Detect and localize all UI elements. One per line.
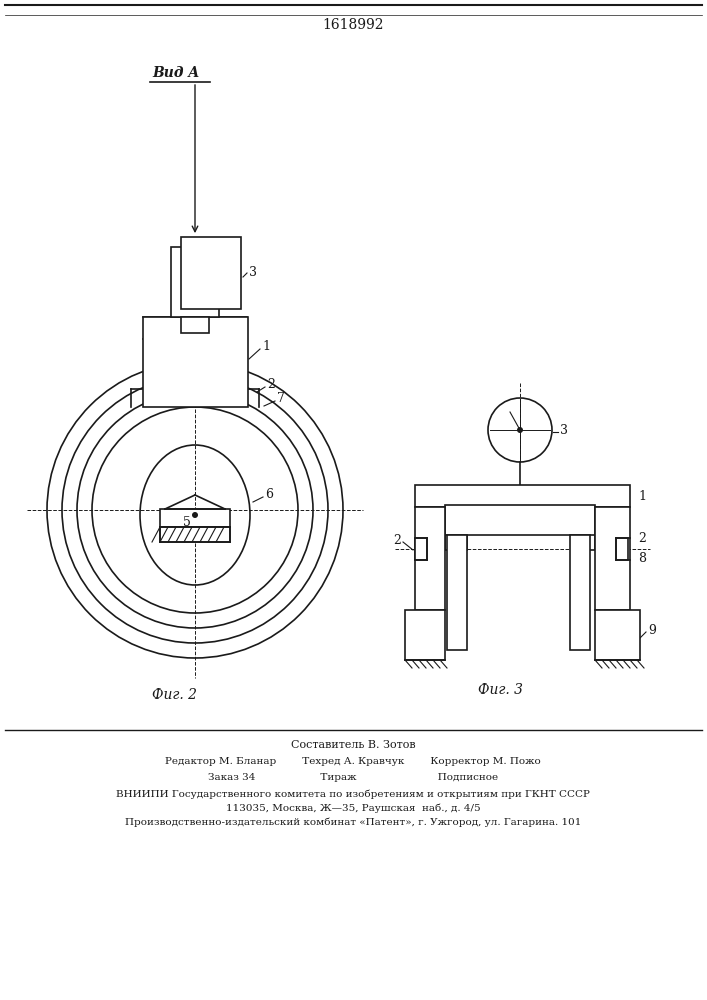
Bar (405, 610, 445, 660)
Bar (445, 507, 467, 550)
Text: 3: 3 (249, 266, 257, 279)
Bar (171, 247, 219, 317)
Text: Вид A: Вид A (152, 66, 199, 80)
Text: 1: 1 (262, 340, 270, 354)
Bar (616, 538, 628, 560)
Text: 3: 3 (560, 424, 568, 436)
Bar (143, 317, 248, 407)
Text: 7: 7 (277, 392, 285, 406)
Text: 1: 1 (638, 489, 646, 502)
Bar (595, 507, 630, 610)
Text: Фиг. 3: Фиг. 3 (477, 683, 522, 697)
Bar (415, 538, 427, 560)
Text: ВНИИПИ Государственного комитета по изобретениям и открытиям при ГКНТ СССР: ВНИИПИ Государственного комитета по изоб… (116, 789, 590, 799)
Text: Заказ 34                    Тираж                         Подписное: Заказ 34 Тираж Подписное (208, 774, 498, 782)
Text: 113035, Москва, Ж—35, Раушская  наб., д. 4/5: 113035, Москва, Ж—35, Раушская наб., д. … (226, 803, 480, 813)
Bar (415, 507, 445, 610)
Bar (160, 509, 230, 527)
Bar (447, 535, 467, 650)
Text: 6: 6 (265, 488, 273, 502)
Text: Составитель В. Зотов: Составитель В. Зотов (291, 740, 415, 750)
Text: Редактор М. Бланар        Техред А. Кравчук        Корректор М. Пожо: Редактор М. Бланар Техред А. Кравчук Кор… (165, 758, 541, 766)
Text: 1618992: 1618992 (322, 18, 384, 32)
Bar (181, 317, 209, 333)
Bar (573, 507, 595, 550)
Text: 9: 9 (648, 624, 656, 637)
Bar (570, 535, 590, 650)
Text: Производственно-издательский комбинат «Патент», г. Ужгород, ул. Гагарина. 101: Производственно-издательский комбинат «П… (125, 817, 581, 827)
Text: 2: 2 (393, 534, 401, 546)
Text: 2: 2 (638, 532, 646, 546)
Text: Фиг. 2: Фиг. 2 (153, 688, 197, 702)
Text: 2: 2 (267, 378, 275, 391)
Text: 8: 8 (638, 552, 646, 566)
Bar (181, 237, 241, 309)
Circle shape (192, 512, 198, 518)
Bar (595, 610, 640, 660)
Circle shape (517, 427, 523, 433)
Bar (415, 485, 630, 507)
Bar (445, 505, 595, 535)
Text: 4: 4 (528, 490, 536, 504)
Bar (160, 527, 230, 542)
Text: 5: 5 (183, 516, 191, 528)
